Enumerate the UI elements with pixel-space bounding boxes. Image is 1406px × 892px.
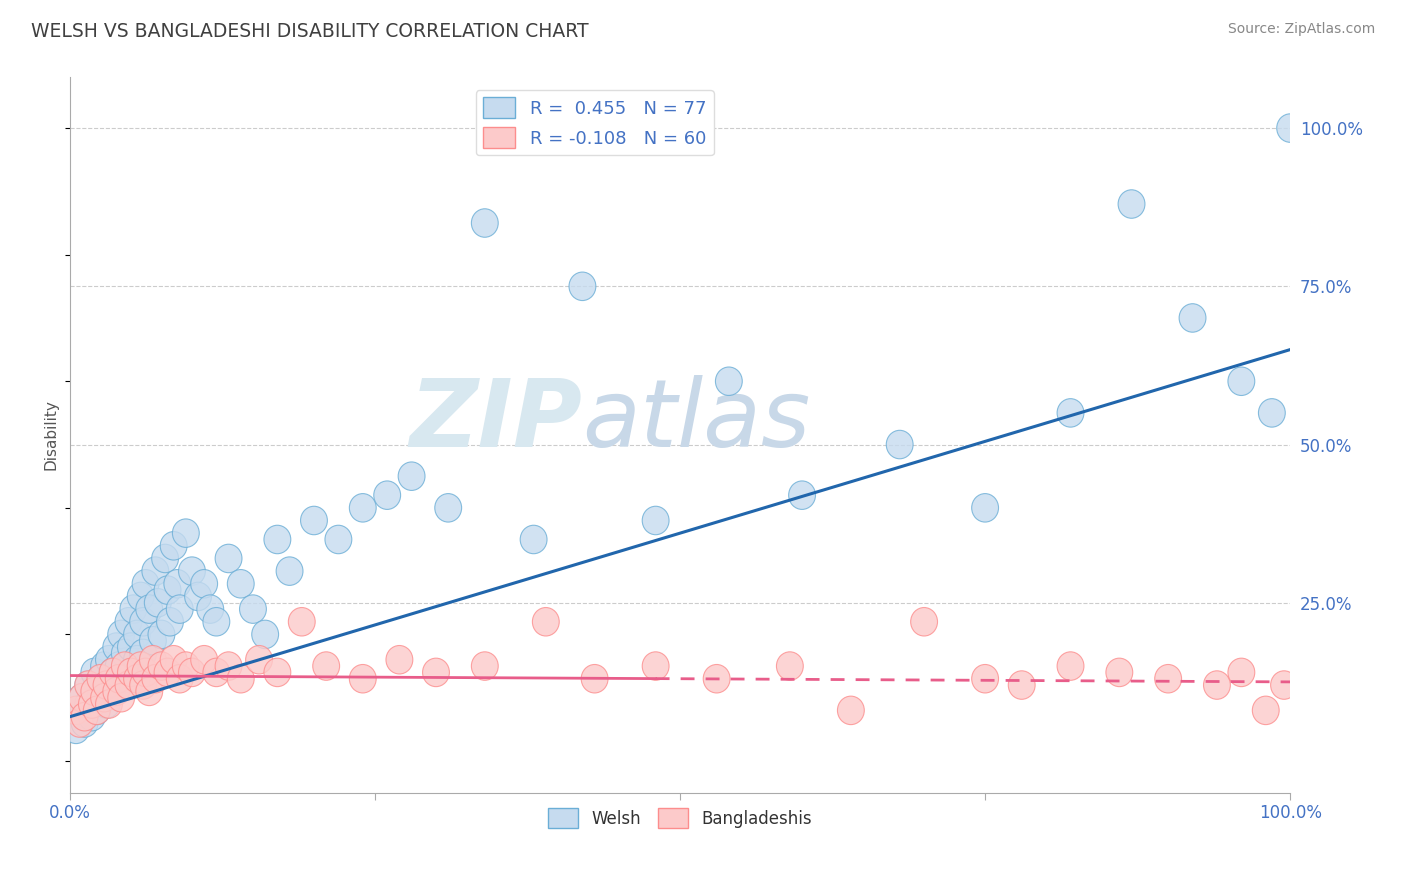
Text: Source: ZipAtlas.com: Source: ZipAtlas.com — [1227, 22, 1375, 37]
Legend: Welsh, Bangladeshis: Welsh, Bangladeshis — [541, 802, 818, 834]
Text: atlas: atlas — [582, 376, 811, 467]
Y-axis label: Disability: Disability — [44, 400, 58, 470]
Text: WELSH VS BANGLADESHI DISABILITY CORRELATION CHART: WELSH VS BANGLADESHI DISABILITY CORRELAT… — [31, 22, 589, 41]
Text: ZIP: ZIP — [409, 375, 582, 467]
